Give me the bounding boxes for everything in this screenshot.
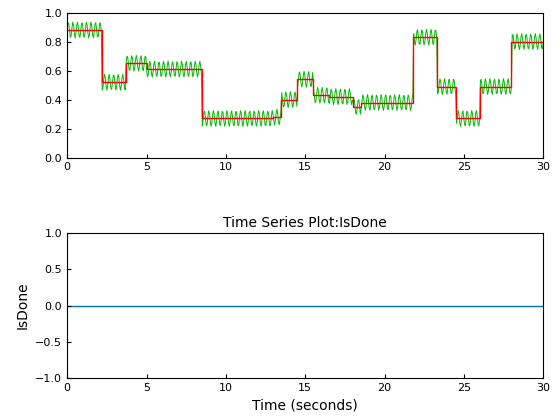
Y-axis label: IsDone: IsDone xyxy=(16,282,30,329)
X-axis label: Time (seconds): Time (seconds) xyxy=(253,399,358,412)
Title: Time Series Plot:IsDone: Time Series Plot:IsDone xyxy=(223,216,387,231)
